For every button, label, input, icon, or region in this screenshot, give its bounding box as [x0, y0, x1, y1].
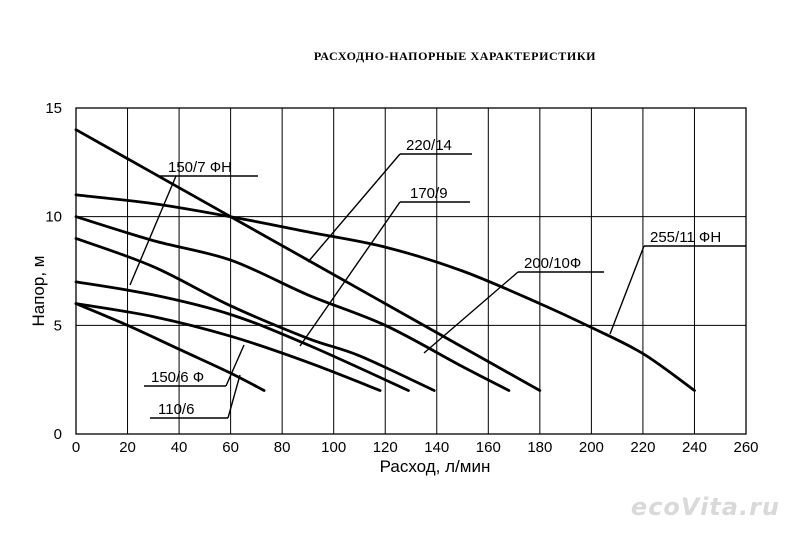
chart-title: РАСХОДНО-НАПОРНЫЕ ХАРАКТЕРИСТИКИ	[314, 49, 596, 63]
leader-line	[225, 344, 245, 387]
series-line-0	[74, 302, 266, 392]
tick-labels: 0 20 40 60 80 100 120 140 160 180 200 220 240 260 0 5 10…	[45, 100, 758, 456]
x-tick-label: 120	[373, 439, 398, 456]
x-tick-label: 100	[321, 439, 346, 456]
leader-line	[307, 153, 401, 263]
curve-label: 200/10Ф	[524, 255, 581, 272]
leader-line	[423, 271, 519, 354]
x-tick-label: 260	[733, 439, 758, 456]
leader-line	[129, 175, 177, 286]
leader-line	[299, 201, 401, 347]
series-line-3	[74, 237, 436, 392]
series-line-1	[74, 302, 382, 392]
x-tick-label: 220	[630, 439, 655, 456]
series-line-4	[74, 215, 511, 392]
curve-label: 110/6	[158, 401, 194, 418]
curves	[74, 128, 696, 392]
leader-line	[609, 245, 645, 335]
curve-label: 170/9	[410, 185, 448, 202]
y-tick-label: 0	[54, 426, 62, 443]
x-tick-label: 240	[682, 439, 707, 456]
x-tick-label: 140	[424, 439, 449, 456]
series-line-6	[74, 193, 696, 392]
y-tick-label: 5	[54, 317, 62, 334]
series-line-2	[74, 280, 410, 392]
x-tick-label: 180	[527, 439, 552, 456]
curve-label: 220/14	[406, 137, 452, 154]
y-tick-label: 15	[45, 100, 62, 117]
x-tick-label: 160	[476, 439, 501, 456]
curve-label: 150/6 Ф	[151, 369, 204, 386]
y-axis-label: Напор, м	[29, 256, 48, 327]
watermark: ecoVita.ru	[631, 493, 780, 521]
x-tick-label: 0	[72, 439, 80, 456]
x-tick-label: 40	[171, 439, 188, 456]
leader-lines	[129, 153, 746, 419]
x-tick-label: 60	[222, 439, 239, 456]
x-tick-label: 200	[579, 439, 604, 456]
curve-label: 150/7 ФН	[168, 159, 232, 176]
series-line-5	[74, 128, 542, 392]
x-tick-label: 80	[274, 439, 291, 456]
x-axis-label: Расход, л/мин	[380, 457, 491, 476]
curve-label: 255/11 ФН	[650, 229, 721, 246]
plot-frame	[75, 107, 747, 435]
y-tick-label: 10	[45, 209, 62, 226]
leader-line	[227, 374, 241, 419]
x-tick-label: 20	[119, 439, 136, 456]
curve-labels: 150/7 ФН 220/14 170/9 200/10Ф 255/11 ФН 150/6…	[151, 137, 721, 418]
